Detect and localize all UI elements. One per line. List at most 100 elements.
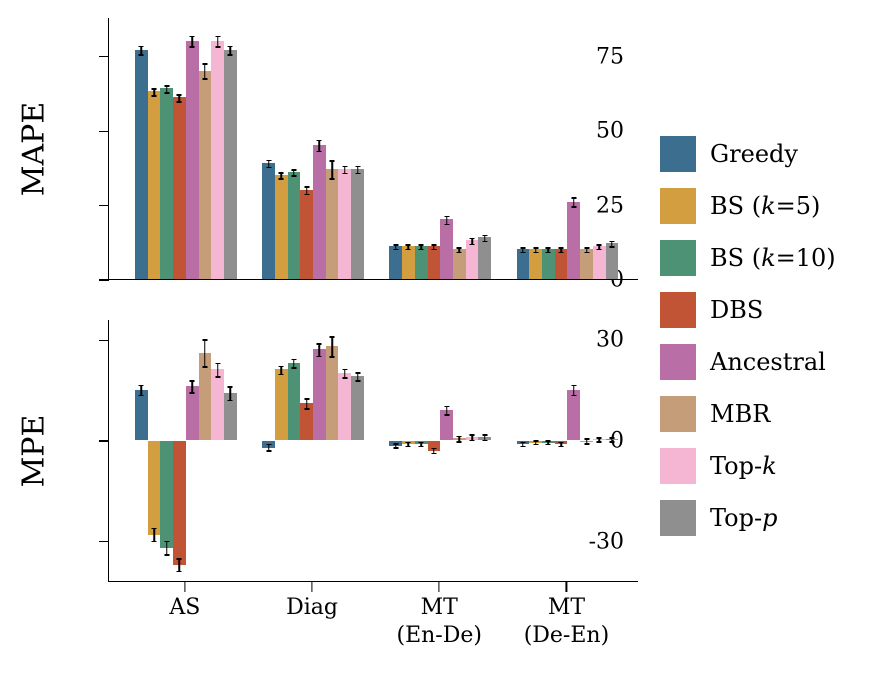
ytick-label: 50 — [596, 119, 624, 144]
errorbar-cap — [609, 241, 614, 243]
errorbar-cap — [279, 374, 284, 376]
bar — [288, 172, 301, 279]
errorbar-cap — [202, 63, 207, 65]
errorbar-cap — [597, 249, 602, 251]
errorbar-cap — [228, 46, 233, 48]
errorbar-cap — [470, 244, 475, 246]
errorbar-cap — [190, 46, 195, 48]
legend-item: Top-k — [660, 448, 836, 484]
errorbar-cap — [584, 247, 589, 249]
legend-label: DBS — [710, 296, 763, 324]
errorbar-cap — [291, 169, 296, 171]
errorbar-cap — [164, 554, 169, 556]
errorbar-cap — [419, 249, 424, 251]
errorbar-cap — [444, 414, 449, 416]
bar — [440, 219, 453, 279]
bar — [542, 249, 555, 279]
errorbar-cap — [533, 440, 538, 442]
xtick — [184, 582, 185, 592]
legend-label: MBR — [710, 400, 770, 428]
errorbar-cap — [546, 247, 551, 249]
errorbar-cap — [431, 448, 436, 450]
errorbar-cap — [330, 356, 335, 358]
errorbar — [166, 542, 168, 555]
errorbar-cap — [291, 175, 296, 177]
errorbar-cap — [139, 54, 144, 56]
bar — [606, 243, 619, 279]
errorbar-cap — [152, 88, 157, 90]
errorbar-cap — [202, 78, 207, 80]
errorbar-cap — [215, 46, 220, 48]
errorbar-cap — [584, 438, 589, 440]
errorbar — [191, 381, 193, 393]
bar — [338, 373, 351, 440]
errorbar-cap — [470, 440, 475, 442]
errorbar-cap — [266, 450, 271, 452]
bar — [453, 249, 466, 279]
bar — [275, 175, 288, 279]
bar — [326, 346, 339, 440]
bar — [173, 97, 186, 279]
ylabel-top: MAPE — [17, 102, 52, 196]
legend-item: BS (k=5) — [660, 188, 836, 224]
bar — [478, 237, 491, 279]
bar — [173, 441, 186, 565]
bar — [199, 71, 212, 279]
errorbar-cap — [139, 46, 144, 48]
errorbar-cap — [444, 406, 449, 408]
errorbar-cap — [559, 247, 564, 249]
errorbar-cap — [355, 372, 360, 374]
legend-item: Greedy — [660, 136, 836, 172]
errorbar-cap — [291, 367, 296, 369]
bar — [288, 363, 301, 440]
ytick — [99, 440, 109, 441]
bar — [275, 369, 288, 440]
errorbar-cap — [152, 528, 157, 530]
errorbar — [153, 528, 155, 541]
xtick-label: Diag — [286, 594, 338, 622]
errorbar — [204, 340, 206, 367]
errorbar-cap — [584, 443, 589, 445]
errorbar-cap — [202, 339, 207, 341]
legend-swatch — [660, 448, 696, 484]
errorbar-cap — [597, 437, 602, 439]
errorbar-cap — [520, 446, 525, 448]
legend-label: Greedy — [710, 140, 798, 168]
xtick — [311, 582, 312, 592]
errorbar-cap — [393, 244, 398, 246]
bar — [148, 441, 161, 535]
xtick-label: MT (En-De) — [397, 594, 483, 649]
bar — [338, 169, 351, 279]
errorbar-cap — [419, 244, 424, 246]
errorbar-cap — [355, 173, 360, 175]
errorbar-cap — [431, 453, 436, 455]
ytick-label: 25 — [596, 193, 624, 218]
errorbar-cap — [470, 434, 475, 436]
bar — [211, 369, 224, 440]
errorbar-cap — [431, 249, 436, 251]
legend-item: DBS — [660, 292, 836, 328]
ytick — [99, 56, 109, 57]
bar — [262, 163, 275, 279]
ytick-label: -30 — [589, 529, 624, 554]
errorbar-cap — [317, 151, 322, 153]
errorbar-cap — [177, 571, 182, 573]
errorbar — [331, 161, 333, 179]
errorbar-cap — [279, 178, 284, 180]
errorbar-cap — [202, 366, 207, 368]
errorbar-cap — [419, 442, 424, 444]
bar — [415, 246, 428, 279]
errorbar-cap — [317, 356, 322, 358]
legend-swatch — [660, 396, 696, 432]
errorbar-cap — [533, 247, 538, 249]
ylabel-bottom: MPE — [17, 415, 52, 488]
bar — [148, 91, 161, 279]
legend-label: Top-p — [710, 504, 777, 532]
errorbar-cap — [304, 408, 309, 410]
errorbar-cap — [406, 442, 411, 444]
errorbar-cap — [152, 95, 157, 97]
errorbar-cap — [330, 336, 335, 338]
errorbar-cap — [457, 436, 462, 438]
errorbar-cap — [571, 206, 576, 208]
errorbar-cap — [139, 395, 144, 397]
